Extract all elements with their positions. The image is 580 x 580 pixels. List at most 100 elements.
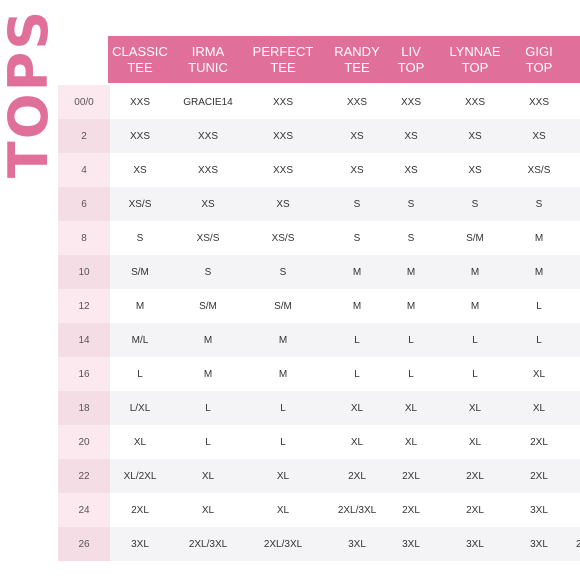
size-value-cell: S <box>204 266 212 278</box>
size-value-cell: 2XL <box>466 470 484 482</box>
column-header-line1: IRMA <box>191 43 225 59</box>
size-value-cell: 2XL <box>131 504 149 516</box>
column-header: PERFECT TEE <box>247 36 319 83</box>
page-title-text: TOPS <box>0 8 61 178</box>
size-value-cell: XL <box>468 402 482 414</box>
size-value-cell: XL <box>276 504 290 516</box>
column-header-line2: TOP <box>397 59 425 75</box>
size-value-cell: 3XL <box>530 504 548 516</box>
size-value-cell: 2XL <box>530 470 548 482</box>
column-header-line1: PERFECT <box>252 43 314 59</box>
size-value-cell: XL <box>201 504 215 516</box>
size-cell: 24 <box>58 493 110 527</box>
size-value-cell: XXS <box>464 96 485 108</box>
size-value-cell: 3XL <box>530 538 548 550</box>
size-value-cell: XXS <box>400 96 421 108</box>
size-value-cell: M <box>534 232 544 244</box>
table-row: 24 2XL XL XL 2XL/3XL 2XL 2XL 3XL <box>58 493 580 527</box>
size-value-cell: L/XL <box>129 402 151 414</box>
table-header: CLASSIC TEE IRMA TUNIC PERFECT TEE RANDY TEE LIV… <box>108 36 580 83</box>
size-value-cell: XS <box>532 130 546 142</box>
column-header: LYNNAE TOP <box>444 36 506 83</box>
size-value-cell: M <box>352 300 362 312</box>
size-value-cell: GRACIE14 <box>183 96 233 108</box>
size-value-cell: S <box>353 198 361 210</box>
size-value-cell: XS <box>276 198 290 210</box>
size-value-cell: XS <box>468 130 482 142</box>
size-value-cell: S <box>353 232 361 244</box>
size-value-cell: M <box>470 300 480 312</box>
size-value-cell: 2XL <box>348 470 366 482</box>
size-value-cell: XS <box>350 130 364 142</box>
table-row: 12 M S/M S/M M M M L <box>58 289 580 323</box>
column-header: IRMA TUNIC <box>176 36 240 83</box>
size-value-cell: S <box>535 198 543 210</box>
size-value-cell: M <box>406 300 416 312</box>
size-value-cell: 2XL <box>402 504 420 516</box>
size-value-cell: 3XL <box>131 538 149 550</box>
column-header: RANDY TEE <box>324 36 390 83</box>
size-value-cell: XXS <box>272 164 293 176</box>
table-row: 14 M/L M M L L L L <box>58 323 580 357</box>
size-cell: 4 <box>58 153 110 187</box>
size-value-cell: XL <box>404 436 418 448</box>
size-value-cell: M <box>203 368 213 380</box>
size-value-cell: XS <box>404 130 418 142</box>
size-value-cell: S/M <box>274 300 292 312</box>
table-row: 00/0 XXS GRACIE14 XXS XXS XXS XXS XXS <box>58 85 580 119</box>
size-value-cell: S <box>471 198 479 210</box>
size-value-cell: L <box>280 436 286 448</box>
size-value-cell: XXS <box>272 130 293 142</box>
size-value-cell: L <box>472 334 478 346</box>
table-row: 2 XXS XXS XXS XS XS XS XS <box>58 119 580 153</box>
size-value-cell: XL/2XL <box>123 470 157 482</box>
size-cell: 26 <box>58 527 110 561</box>
size-value-cell: XL <box>350 402 364 414</box>
size-value-cell: L <box>536 300 542 312</box>
size-value-cell: L <box>354 368 360 380</box>
size-value-cell: XXS <box>272 96 293 108</box>
size-cell: 8 <box>58 221 110 255</box>
size-value-cell: M <box>278 334 288 346</box>
size-value-cell: L <box>205 402 211 414</box>
size-cell: 14 <box>58 323 110 357</box>
size-value-cell: M <box>470 266 480 278</box>
size-value-cell: XS/S <box>196 232 220 244</box>
size-value-cell: XL <box>532 368 546 380</box>
size-value-cell: XXS <box>528 96 549 108</box>
size-value-cell: L <box>280 402 286 414</box>
column-header-line2: TEE <box>344 59 370 75</box>
size-value-cell: 2XL <box>402 470 420 482</box>
size-value-cell: XS <box>133 164 147 176</box>
size-value-cell: M <box>406 266 416 278</box>
table-row: 4 XS XXS XXS XS XS XS XS/S <box>58 153 580 187</box>
size-value-cell: M <box>352 266 362 278</box>
column-header-line2: TOP <box>461 59 489 75</box>
size-value-cell: S/M <box>466 232 484 244</box>
size-value-cell: 3XL <box>348 538 366 550</box>
table-row: 20 XL L L XL XL XL 2XL <box>58 425 580 459</box>
size-value-cell: L <box>137 368 143 380</box>
size-value-cell: XL <box>404 402 418 414</box>
size-value-cell: S <box>136 232 144 244</box>
size-value-cell: XL <box>468 436 482 448</box>
size-value-cell: L <box>536 334 542 346</box>
size-value-cell: M <box>135 300 145 312</box>
size-value-cell: M <box>278 368 288 380</box>
size-value-cell: XXS <box>197 130 218 142</box>
size-value-cell: XS/S <box>527 164 551 176</box>
column-header-line1: RANDY <box>334 43 380 59</box>
size-value-cell: XL <box>201 470 215 482</box>
column-header: GIGI TOP <box>513 36 565 83</box>
size-value-cell: 3XL <box>402 538 420 550</box>
size-value-cell: XS <box>201 198 215 210</box>
size-value-cell: XS <box>468 164 482 176</box>
size-value-cell: L <box>408 368 414 380</box>
size-cell: 2 <box>58 119 110 153</box>
size-value-cell: 2XL/3XL <box>188 538 228 550</box>
size-value-cell: 2XL <box>466 504 484 516</box>
column-header-line2: TEE <box>270 59 296 75</box>
size-value-cell: 2XL/3XL <box>337 504 377 516</box>
column-header-line1: LIV <box>401 43 421 59</box>
table-row: 6 XS/S XS XS S S S S <box>58 187 580 221</box>
